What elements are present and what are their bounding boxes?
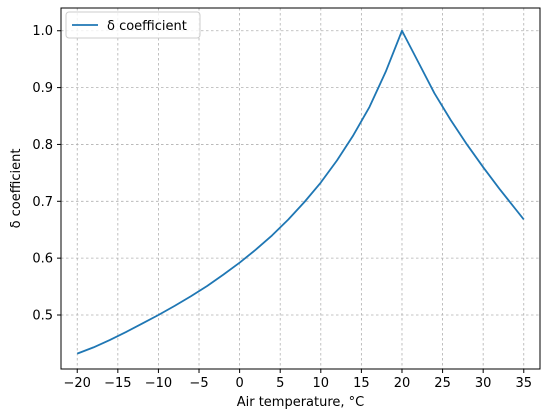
x-tick-label: 5	[276, 376, 284, 391]
legend-label: δ coefficient	[107, 19, 187, 34]
grid	[61, 8, 540, 369]
x-tick-label: 35	[515, 376, 532, 391]
x-tick-label: 30	[475, 376, 492, 391]
x-tick-label: 0	[235, 376, 243, 391]
x-tick-label: −20	[64, 376, 91, 391]
legend-box	[65, 11, 201, 39]
y-axis-label: δ coefficient	[9, 149, 24, 229]
y-tick-label: 0.9	[32, 81, 53, 96]
x-tick-label: −10	[145, 376, 172, 391]
y-tick-label: 0.8	[32, 138, 53, 153]
series-layer	[76, 29, 525, 355]
y-tick-label: 0.7	[32, 195, 53, 210]
y-tick-label: 0.5	[32, 308, 53, 323]
x-axis: −20 −15 −10 −5 0 5 10 15 20 25 30 35	[64, 369, 532, 391]
series-line	[76, 29, 525, 355]
legend: δ coefficient	[65, 11, 201, 39]
x-tick-label: 10	[313, 376, 330, 391]
x-tick-label: 25	[434, 376, 451, 391]
y-tick-label: 0.6	[32, 252, 53, 267]
x-tick-label: 15	[353, 376, 370, 391]
x-axis-label: Air temperature, °C	[237, 395, 365, 410]
y-tick-label: 1.0	[32, 24, 53, 39]
plot-frame	[60, 7, 541, 370]
x-tick-label: −15	[104, 376, 131, 391]
x-tick-label: −5	[189, 376, 208, 391]
y-axis: 0.5 0.6 0.7 0.8 0.9 1.0	[32, 24, 61, 323]
x-tick-label: 20	[394, 376, 411, 391]
